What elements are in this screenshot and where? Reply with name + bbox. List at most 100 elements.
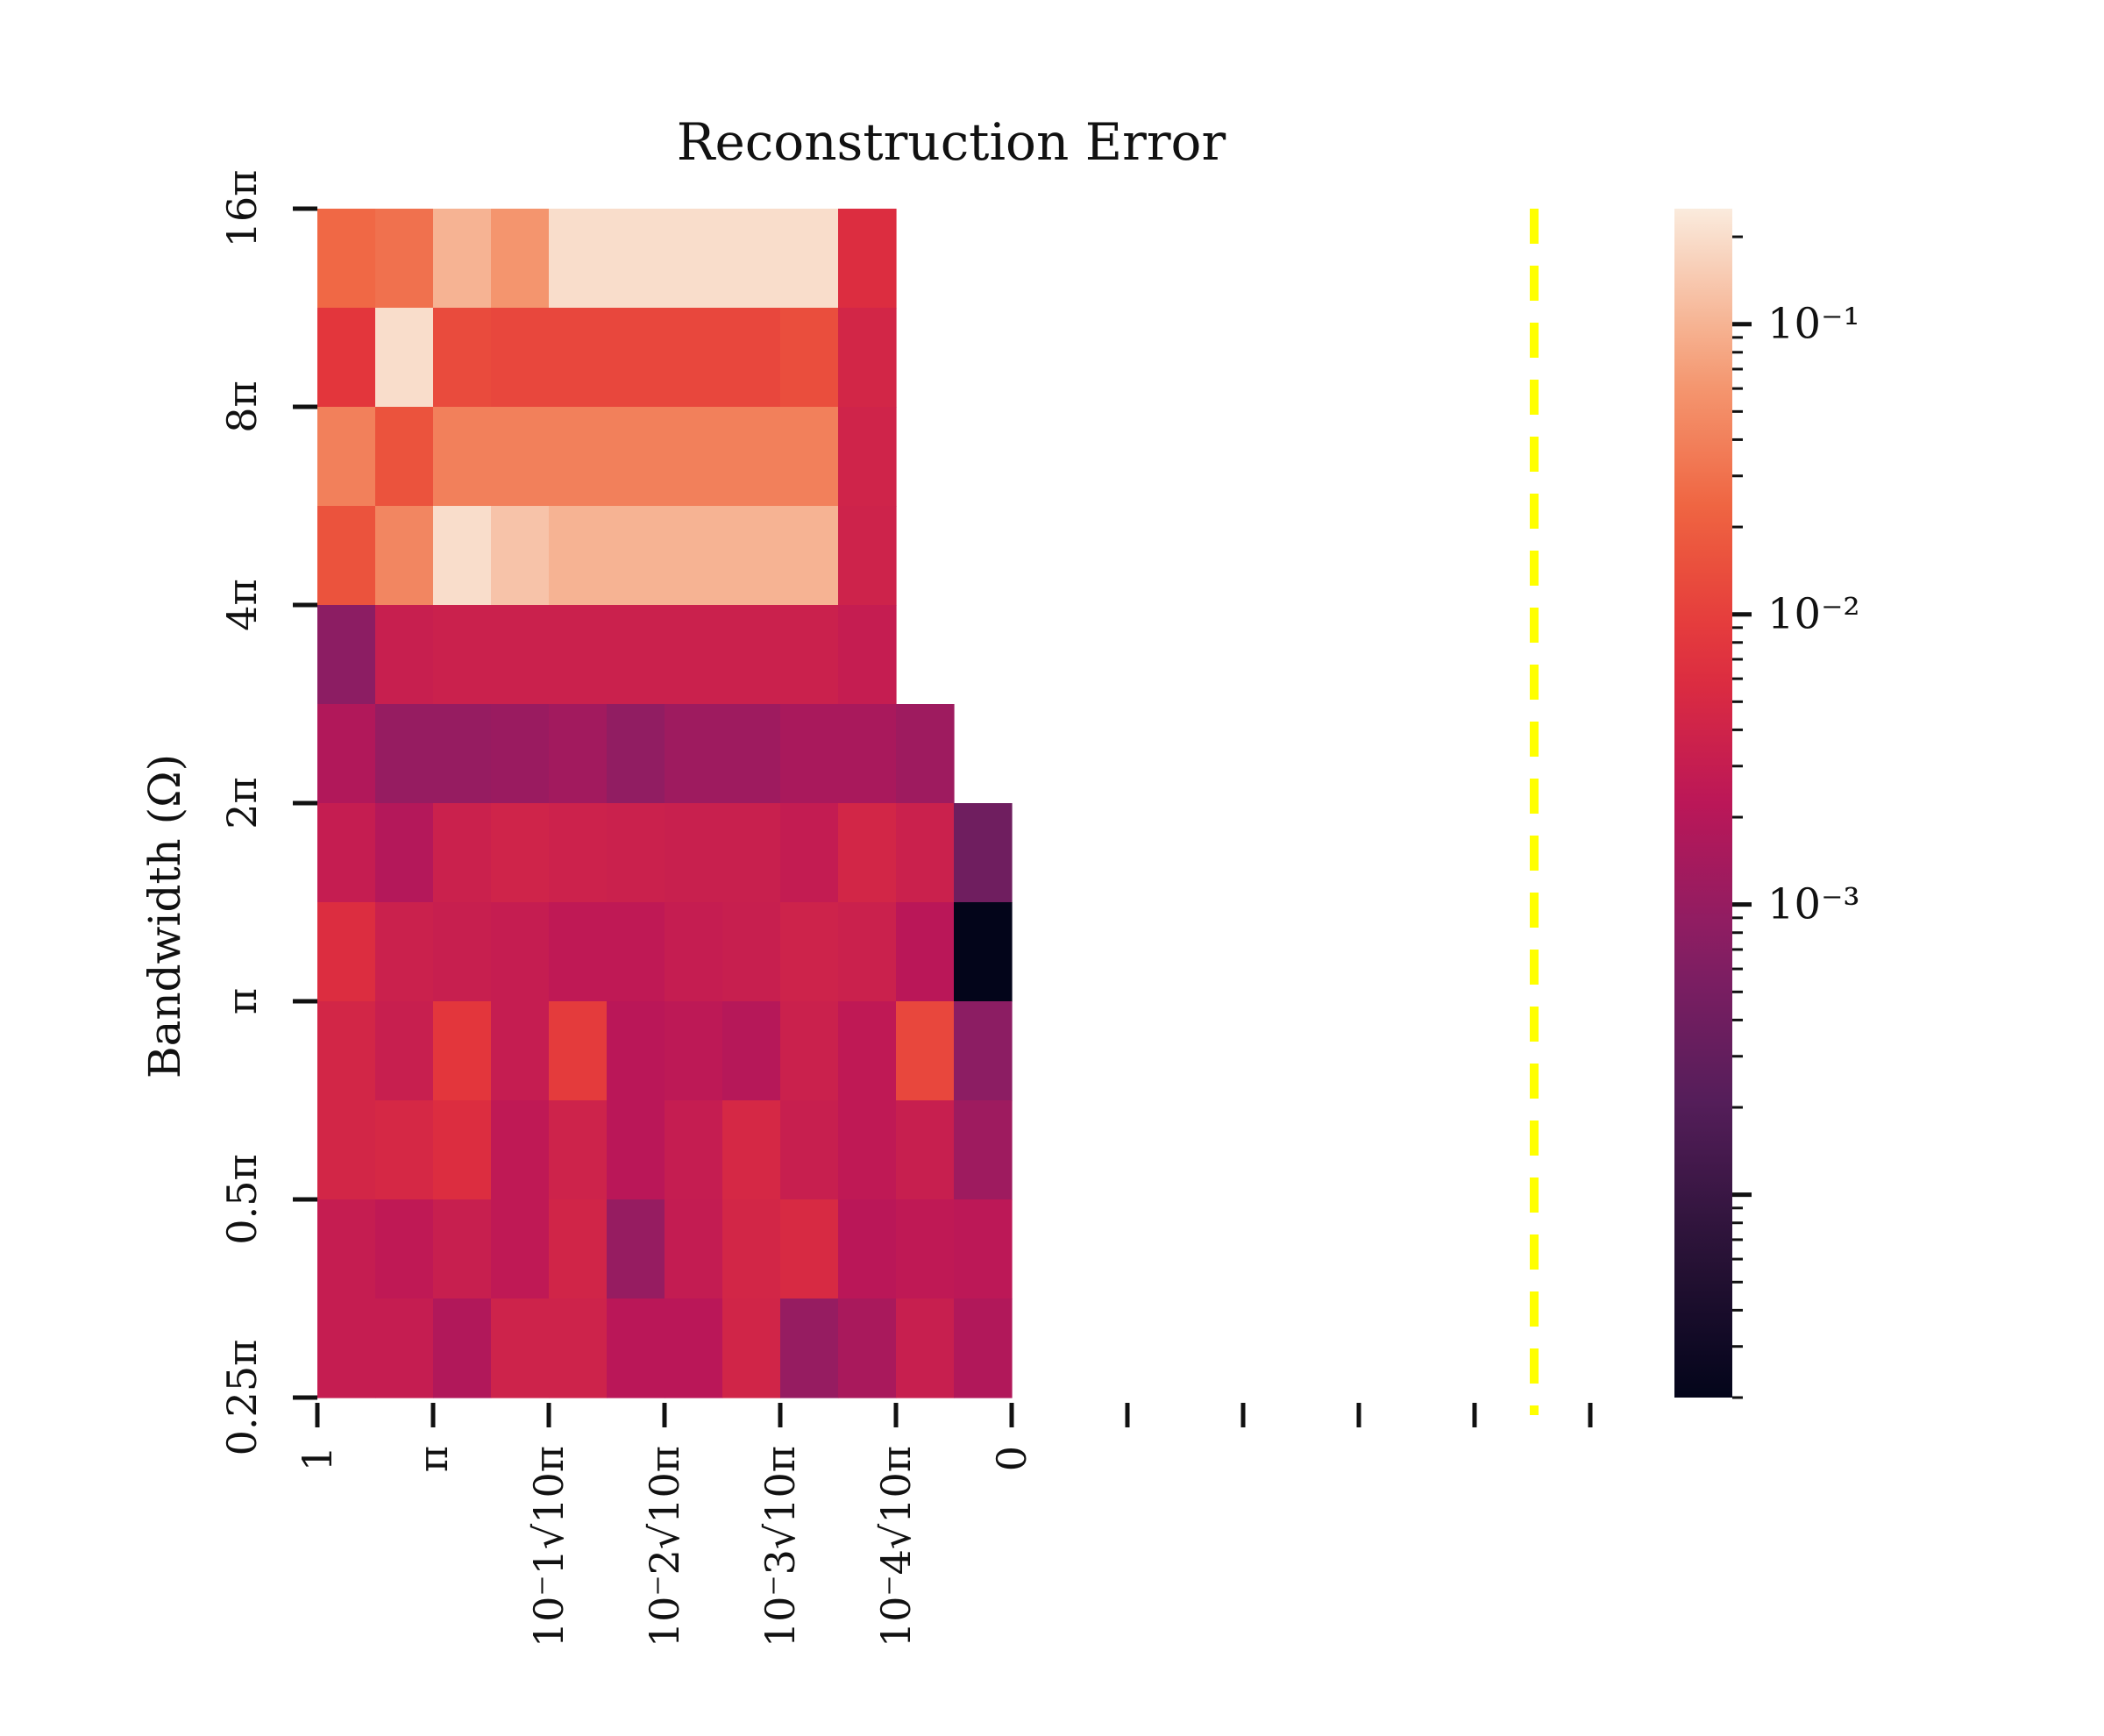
heatmap-cell [375, 1298, 434, 1398]
heatmap-cell [433, 407, 492, 507]
heatmap-cell [954, 1199, 1013, 1299]
heatmap-cell [433, 1199, 492, 1299]
heatmap-cell [317, 1298, 376, 1398]
heatmap-cell [491, 1298, 550, 1398]
heatmap-cell [317, 704, 376, 804]
heatmap-cell [665, 704, 723, 804]
heatmap-cell [838, 605, 897, 705]
heatmap-cell [317, 803, 376, 903]
chart-title: Reconstruction Error [677, 112, 1226, 172]
heatmap-cell [838, 209, 897, 309]
heatmap-cell [838, 407, 897, 507]
heatmap-cell [722, 1298, 781, 1398]
heatmap-cell [722, 506, 781, 606]
heatmap-cell [780, 803, 839, 903]
heatmap-cell [549, 407, 608, 507]
heatmap-cell [838, 1298, 897, 1398]
heatmap-cell [375, 902, 434, 1002]
heatmap-cell [607, 704, 665, 804]
heatmap-cell [780, 605, 839, 705]
heatmap-cell [838, 803, 897, 903]
x-tick-label: 0 [988, 1446, 1035, 1471]
heatmap-cell [780, 902, 839, 1002]
heatmap-cell [549, 902, 608, 1002]
heatmap-cell [665, 1001, 723, 1101]
heatmap-cell [665, 506, 723, 606]
heatmap-cell [607, 803, 665, 903]
heatmap-cell [665, 407, 723, 507]
heatmap-cell [607, 1001, 665, 1101]
y-tick-label: 0.25π [218, 1340, 266, 1456]
x-tick-label: 10⁻2√10π [641, 1446, 688, 1647]
heatmap-cell [722, 407, 781, 507]
heatmap-cell [722, 704, 781, 804]
heatmap-cell [838, 308, 897, 408]
y-tick-label: 0.5π [218, 1154, 266, 1244]
heatmap-cell [665, 1199, 723, 1299]
heatmap-cell [607, 605, 665, 705]
heatmap-cell [317, 1001, 376, 1101]
heatmap-cell [433, 1001, 492, 1101]
heatmap-cell [549, 704, 608, 804]
heatmap-cell [722, 1001, 781, 1101]
colorbar: 10⁻¹ 10⁻² 10⁻³ [1674, 209, 1860, 1399]
heatmap-cell [665, 209, 723, 309]
heatmap-cell [375, 803, 434, 903]
heatmap-cell [549, 605, 608, 705]
heatmap-cell [665, 605, 723, 705]
heatmap-cell [491, 902, 550, 1002]
heatmap-cell [433, 1298, 492, 1398]
heatmap-cell [780, 209, 839, 309]
heatmap-cells [317, 209, 1013, 1398]
y-tick-label: 2π [218, 777, 266, 829]
axes: 16π 8π 4π 2π π 0.5π 0.25π 1 π 10⁻1√10π 10⁻2√10π 10⁻… [218, 170, 1593, 1647]
heatmap-cell [838, 704, 897, 804]
heatmap-cell [549, 506, 608, 606]
heatmap-cell [896, 803, 955, 903]
heatmap-cell [838, 1001, 897, 1101]
heatmap-cell [549, 1199, 608, 1299]
heatmap-cell [838, 1199, 897, 1299]
heatmap-cell [317, 1199, 376, 1299]
heatmap-cell [838, 902, 897, 1002]
heatmap-cell [433, 803, 492, 903]
heatmap-cell [491, 1199, 550, 1299]
heatmap-cell [491, 1001, 550, 1101]
heatmap-cell [433, 605, 492, 705]
heatmap-cell [549, 308, 608, 408]
heatmap-cell [491, 704, 550, 804]
heatmap-cell [954, 1298, 1013, 1398]
x-tick-label: 10⁻1√10π [525, 1446, 572, 1647]
x-tick-label: 10⁻3√10π [757, 1446, 804, 1647]
heatmap-cell [549, 1001, 608, 1101]
colorbar-tick-label: 10⁻³ [1767, 880, 1860, 929]
heatmap-cell [780, 1199, 839, 1299]
heatmap-cell [607, 209, 665, 309]
heatmap-cell [491, 407, 550, 507]
heatmap-cell [896, 1100, 955, 1200]
heatmap-cell [607, 1298, 665, 1398]
heatmap-cell [433, 902, 492, 1002]
heatmap-cell [375, 1001, 434, 1101]
heatmap-cell [780, 704, 839, 804]
heatmap-cell [896, 1001, 955, 1101]
heatmap-cell [665, 902, 723, 1002]
heatmap-cell [722, 209, 781, 309]
y-tick-label: 4π [218, 579, 266, 631]
heatmap-cell [607, 902, 665, 1002]
heatmap-cell [375, 308, 434, 408]
y-tick-label: 16π [218, 170, 266, 248]
heatmap-cell [954, 803, 1013, 903]
heatmap-cell [896, 1199, 955, 1299]
heatmap-cell [780, 407, 839, 507]
heatmap-cell [780, 1100, 839, 1200]
heatmap-cell [607, 1199, 665, 1299]
heatmap-cell [317, 605, 376, 705]
heatmap-cell [607, 1100, 665, 1200]
heatmap-cell [954, 1100, 1013, 1200]
heatmap-cell [780, 1298, 839, 1398]
heatmap-cell [780, 308, 839, 408]
heatmap-cell [722, 803, 781, 903]
heatmap-cell [665, 1100, 723, 1200]
heatmap-cell [317, 1100, 376, 1200]
